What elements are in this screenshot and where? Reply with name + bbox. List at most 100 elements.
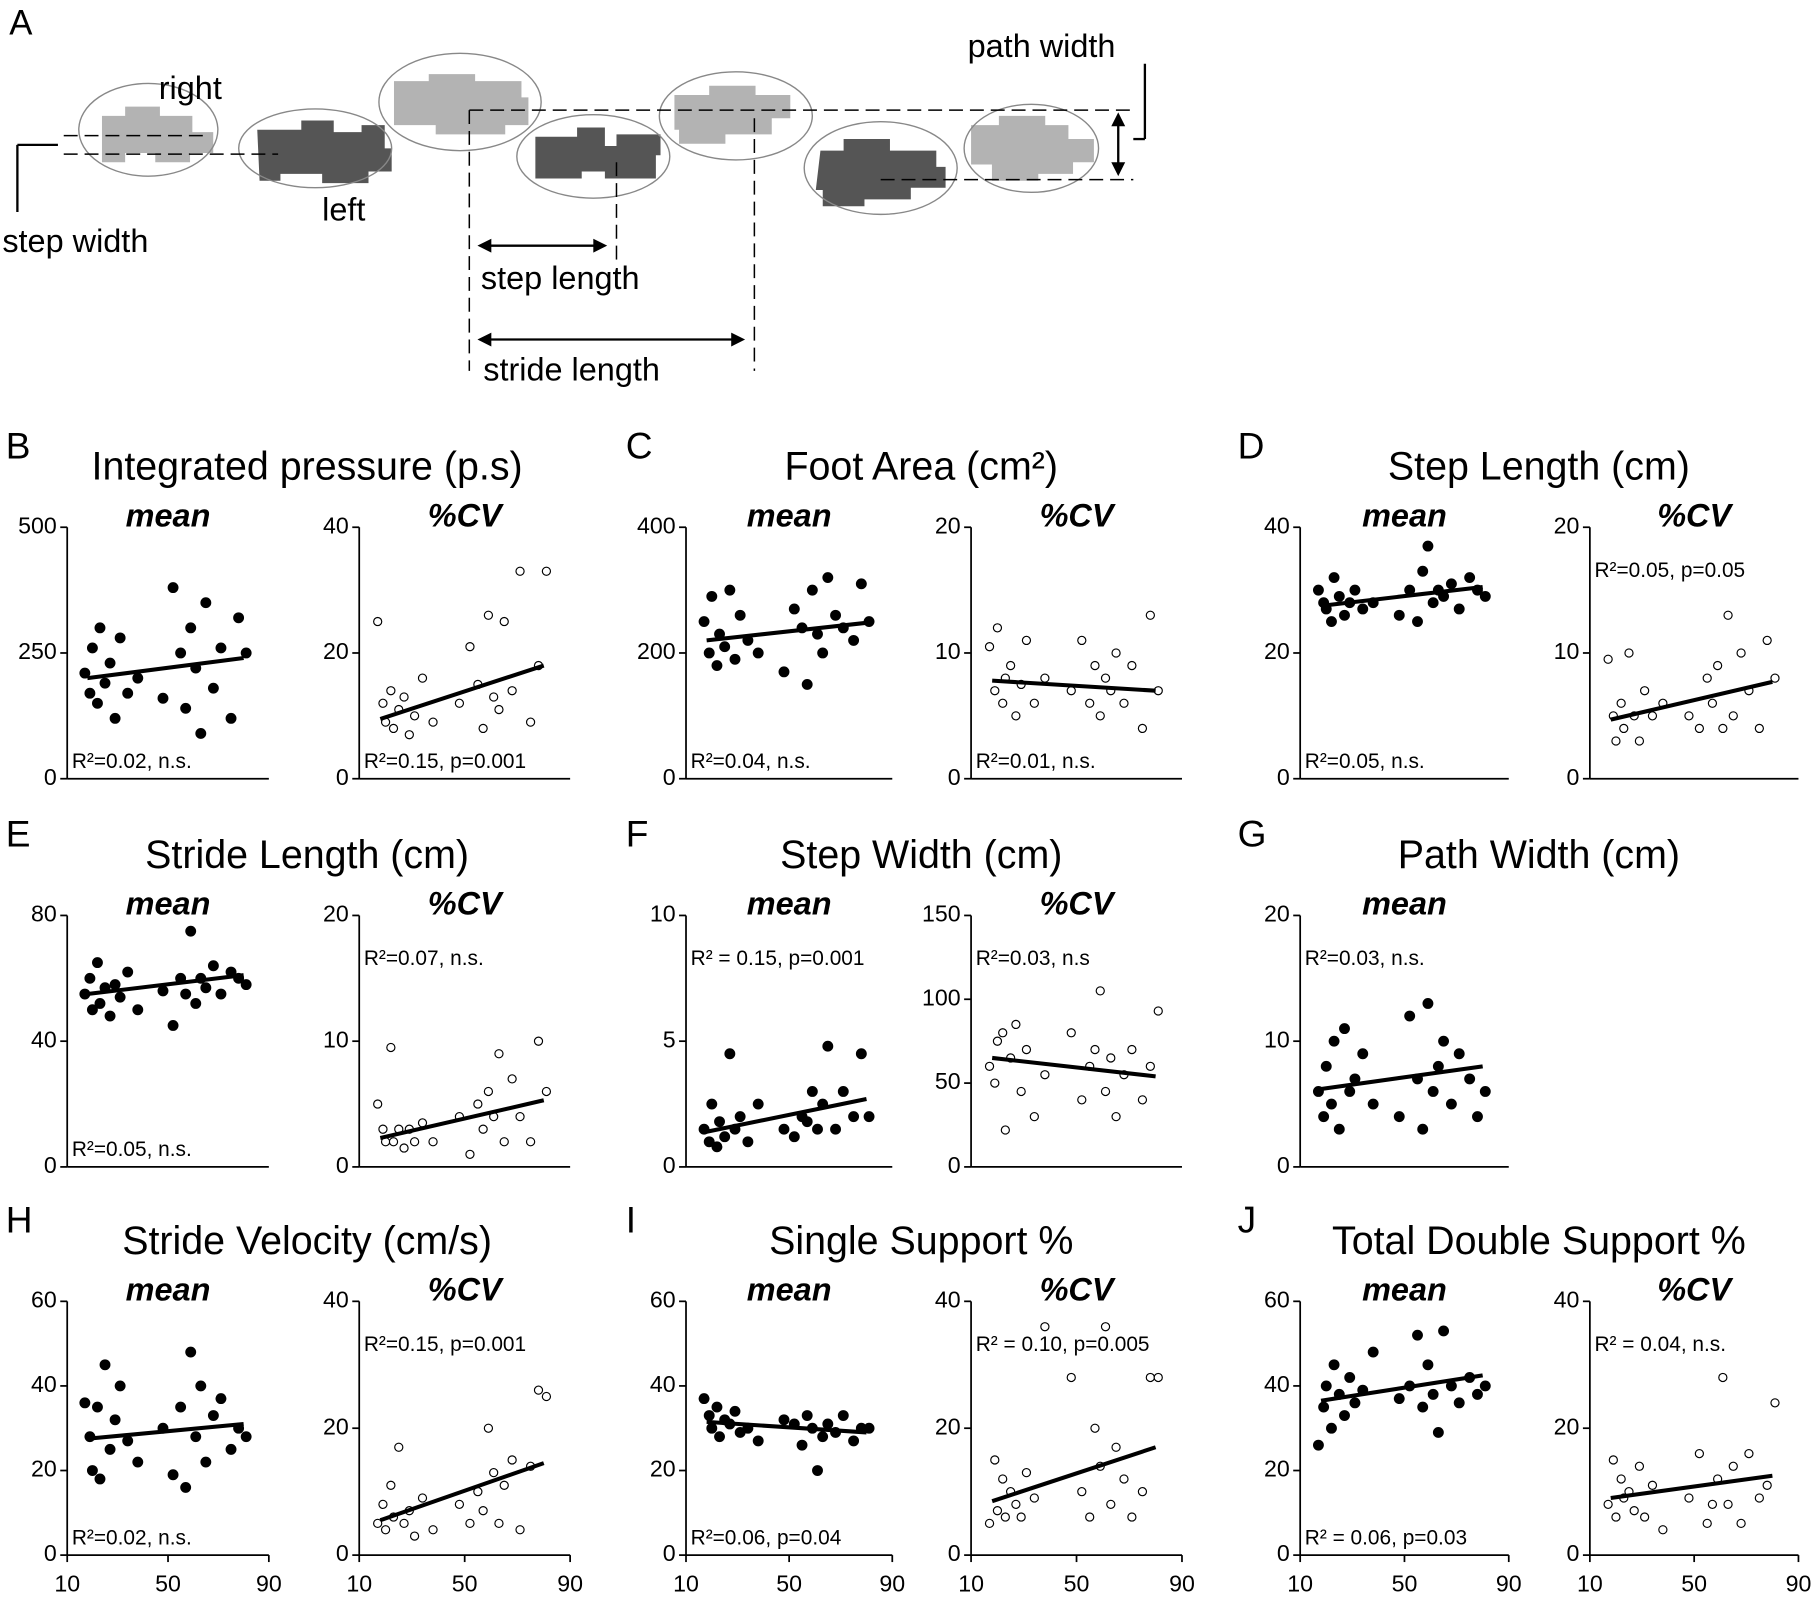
y-tick-label: 20 xyxy=(323,1413,349,1439)
x-tick-label: 50 xyxy=(1681,1570,1707,1596)
data-point xyxy=(428,717,438,727)
data-point xyxy=(1339,1410,1350,1421)
data-point xyxy=(1624,648,1634,658)
plot-subtitle: mean xyxy=(126,498,211,534)
data-point xyxy=(1453,1048,1465,1060)
data-point xyxy=(863,1422,875,1434)
data-point xyxy=(1106,1053,1116,1063)
data-point xyxy=(1736,648,1746,658)
data-point xyxy=(1464,572,1476,583)
data-point xyxy=(86,1004,98,1016)
data-point xyxy=(1137,1487,1148,1497)
y-tick-label: 0 xyxy=(948,764,961,790)
data-point xyxy=(1111,1111,1121,1122)
data-point xyxy=(1707,1499,1718,1509)
data-point xyxy=(465,1149,475,1159)
y-tick-label: 50 xyxy=(935,1068,961,1094)
y-tick-label: 10 xyxy=(323,1026,349,1052)
data-point xyxy=(778,1414,790,1426)
data-point xyxy=(806,584,818,596)
data-point xyxy=(1085,698,1095,708)
data-point xyxy=(1040,1070,1050,1080)
data-point xyxy=(122,687,134,699)
stat-note: R²=0.05, n.s. xyxy=(72,1138,192,1161)
data-point xyxy=(1100,673,1111,683)
y-tick-label: 400 xyxy=(637,512,676,538)
plot-subtitle: mean xyxy=(1362,886,1447,922)
data-point xyxy=(207,1410,219,1421)
data-point xyxy=(454,1499,465,1509)
data-point xyxy=(1153,1372,1163,1383)
panel-title: Total Double Support % xyxy=(1332,1219,1746,1263)
data-point xyxy=(855,1048,867,1060)
fit-line xyxy=(379,1098,545,1140)
data-point xyxy=(1432,1427,1444,1438)
data-point xyxy=(1145,1372,1155,1383)
data-point xyxy=(175,1401,187,1413)
y-tick-label: 150 xyxy=(922,901,961,927)
data-point xyxy=(1629,1506,1639,1516)
data-point xyxy=(1479,1380,1491,1392)
data-point xyxy=(1011,1019,1021,1030)
y-tick-label: 60 xyxy=(650,1286,676,1312)
data-point xyxy=(703,1136,715,1148)
data-point xyxy=(1728,1461,1738,1471)
data-point xyxy=(1111,648,1121,658)
data-point xyxy=(724,1048,736,1060)
plot-subtitle: %CV xyxy=(428,498,504,534)
fit-line xyxy=(991,1445,1157,1504)
data-point xyxy=(788,603,800,615)
x-tick-label: 90 xyxy=(557,1570,583,1596)
panel-label: B xyxy=(6,424,31,466)
panel-label: F xyxy=(626,812,649,854)
data-point xyxy=(1453,603,1465,615)
data-point xyxy=(1432,1060,1444,1072)
x-tick-label: 90 xyxy=(879,1570,905,1596)
data-point xyxy=(454,698,465,708)
fit-line xyxy=(706,620,867,643)
x-tick-label: 50 xyxy=(155,1570,181,1596)
data-point xyxy=(1647,711,1658,721)
data-point xyxy=(714,1116,725,1128)
data-point xyxy=(86,1465,98,1476)
diagram-label: step width xyxy=(2,223,148,259)
data-point xyxy=(1326,1422,1337,1434)
data-point xyxy=(1145,610,1155,620)
y-tick-label: 20 xyxy=(323,638,349,664)
data-point xyxy=(114,991,126,1003)
data-point xyxy=(1021,635,1032,646)
panel-label: I xyxy=(626,1198,636,1240)
data-point xyxy=(848,1435,860,1447)
data-point xyxy=(399,1143,409,1153)
data-point xyxy=(1016,1512,1026,1522)
panel-title: Step Width (cm) xyxy=(780,833,1062,877)
data-point xyxy=(483,610,494,620)
data-point xyxy=(499,616,509,627)
data-point xyxy=(507,1074,517,1084)
data-point xyxy=(494,1049,504,1059)
data-point xyxy=(1603,654,1613,664)
data-point xyxy=(399,692,409,702)
x-tick-label: 50 xyxy=(1392,1570,1418,1596)
data-point xyxy=(225,1443,237,1455)
data-point xyxy=(1312,1439,1324,1451)
y-tick-label: 10 xyxy=(650,901,676,927)
y-tick-label: 0 xyxy=(663,1152,676,1178)
data-point xyxy=(79,1397,91,1409)
data-point xyxy=(1318,1111,1330,1123)
fit-line xyxy=(1610,1473,1773,1501)
stat-note: R² = 0.15, p=0.001 xyxy=(691,947,865,970)
diagram-label: stride length xyxy=(483,352,660,388)
stat-note: R²=0.03, n.s xyxy=(976,947,1090,970)
diagram-label: path width xyxy=(968,28,1116,64)
data-point xyxy=(1000,1512,1010,1522)
data-point xyxy=(167,1020,179,1031)
right-footprints xyxy=(101,74,1094,181)
stat-note: R²=0.06, p=0.04 xyxy=(691,1526,842,1549)
data-point xyxy=(114,632,126,644)
data-point xyxy=(734,1111,746,1123)
data-point xyxy=(507,1455,517,1465)
left-footprints xyxy=(257,120,946,207)
y-tick-label: 0 xyxy=(44,764,57,790)
data-point xyxy=(373,1099,383,1109)
